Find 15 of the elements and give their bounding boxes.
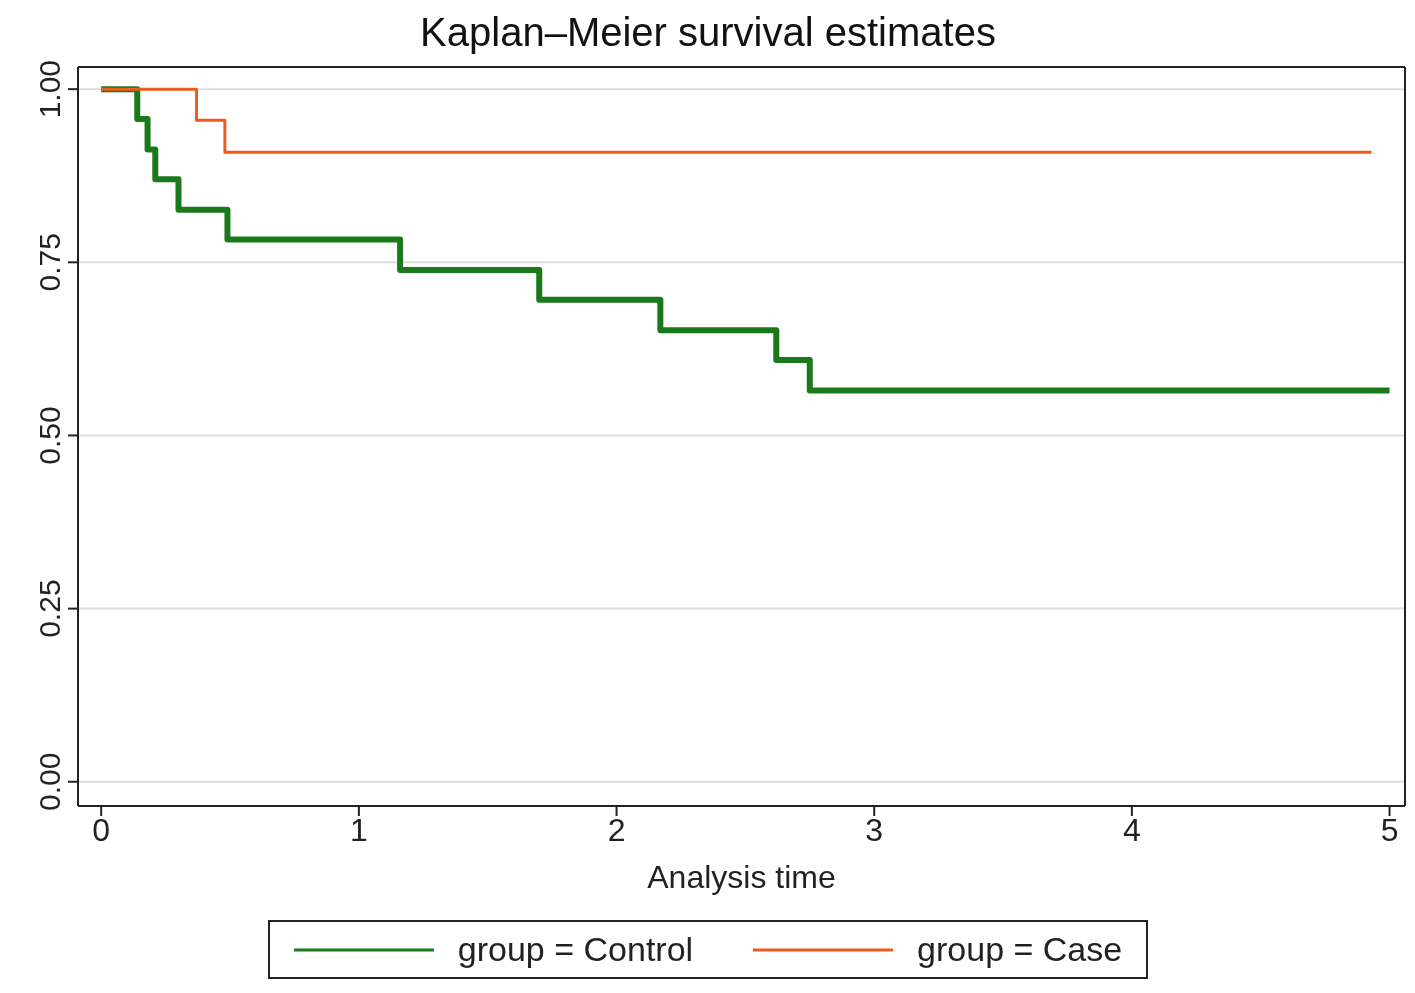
x-tick-label: 5: [1380, 811, 1399, 848]
legend-label: group = Control: [457, 930, 694, 969]
y-tick-label: 1.00: [33, 59, 66, 119]
x-tick-label: 1: [349, 811, 368, 848]
x-tick-label: 0: [92, 811, 111, 848]
x-axis-title: Analysis time: [647, 859, 836, 895]
chart-title: Kaplan–Meier survival estimates: [419, 9, 997, 56]
x-tick-label: 3: [865, 811, 884, 848]
y-tick-label: 0.25: [33, 579, 66, 638]
x-tick-label: 4: [1122, 811, 1141, 848]
y-tick-label: 0.00: [33, 752, 66, 811]
legend-label: group = Case: [917, 930, 1123, 969]
y-tick-label: 0.50: [33, 406, 66, 465]
y-tick-label: 0.75: [33, 233, 66, 292]
x-tick-label: 2: [607, 811, 626, 848]
